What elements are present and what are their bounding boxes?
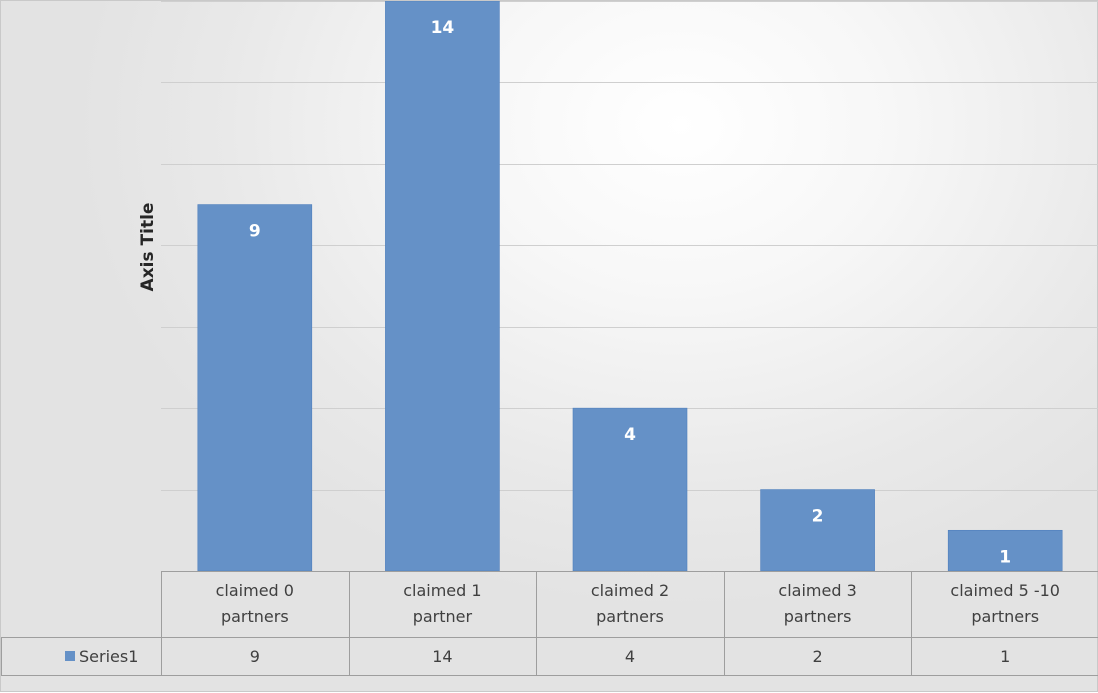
bar — [385, 1, 500, 572]
bar — [197, 204, 313, 572]
data-table-value: 14 — [432, 647, 452, 666]
data-table-value: 1 — [1000, 647, 1010, 666]
category-label: claimed 0 — [216, 581, 294, 600]
category-label: claimed 5 -10 — [950, 581, 1060, 600]
gridlines — [161, 1, 1098, 491]
category-label: partners — [221, 607, 289, 626]
legend-series-name: Series1 — [79, 647, 138, 666]
data-table-value: 4 — [625, 647, 635, 666]
data-label: 14 — [431, 18, 455, 38]
category-label: partners — [596, 607, 664, 626]
y-axis-title: Axis Title — [138, 203, 158, 292]
bar — [760, 489, 875, 572]
data-label: 9 — [249, 222, 261, 242]
bar — [947, 529, 1063, 572]
category-label: partner — [413, 607, 473, 626]
data-label: 2 — [812, 507, 824, 527]
data-labels: 9 14 4 2 1 — [249, 18, 1011, 567]
data-table-value: 2 — [813, 647, 823, 666]
data-table-value: 9 — [250, 647, 260, 666]
category-label: partners — [971, 607, 1039, 626]
category-label: claimed 3 — [778, 581, 856, 600]
category-label: claimed 2 — [591, 581, 669, 600]
bars — [197, 1, 1063, 572]
category-label: partners — [784, 607, 852, 626]
category-label: claimed 1 — [403, 581, 481, 600]
data-label: 4 — [624, 425, 636, 445]
data-label: 1 — [999, 547, 1011, 567]
legend-key — [65, 651, 75, 661]
